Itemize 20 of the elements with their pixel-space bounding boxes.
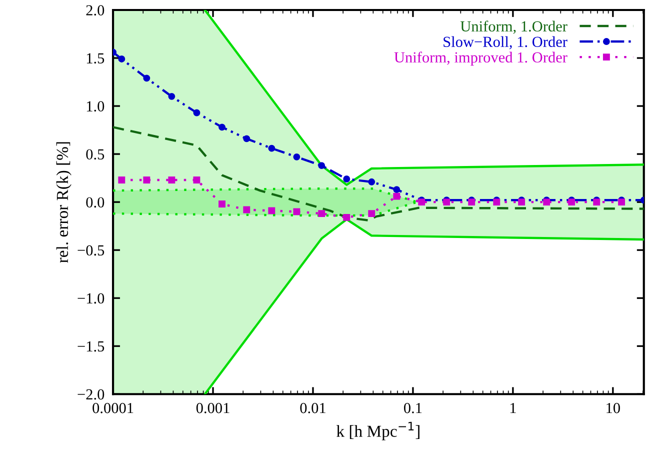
y-tick-label: −2.0 [78, 389, 104, 400]
x-tick-label: 0.001 [196, 402, 230, 414]
x-tick-label: 0.1 [404, 402, 422, 414]
y-tick-label: −1.5 [78, 341, 104, 352]
legend-label: Uniform, 1.Order [460, 20, 568, 34]
y-tick-label: 0.5 [86, 149, 104, 160]
legend-label: Slow−Roll, 1. Order [444, 36, 568, 50]
x-tick-label: 0.01 [300, 402, 326, 414]
y-tick-label: −1.0 [78, 293, 104, 304]
y-tick-label: 0.0 [86, 197, 104, 208]
x-axis-title: k [h Mpc$^{−1}$] [336, 422, 420, 440]
x-tick-label: 1 [510, 402, 516, 414]
y-axis-title: rel. error R(k) [%] [56, 142, 72, 263]
x-tick-label: 0.0001 [92, 402, 134, 414]
y-tick-label: −0.5 [78, 245, 104, 256]
y-tick-label: 1.0 [86, 101, 104, 112]
y-tick-label: 1.5 [86, 53, 104, 64]
legend-label: Uniform, improved 1. Order [394, 52, 568, 66]
x-tick-label: 10 [606, 402, 620, 414]
y-tick-label: 2.0 [86, 5, 104, 16]
